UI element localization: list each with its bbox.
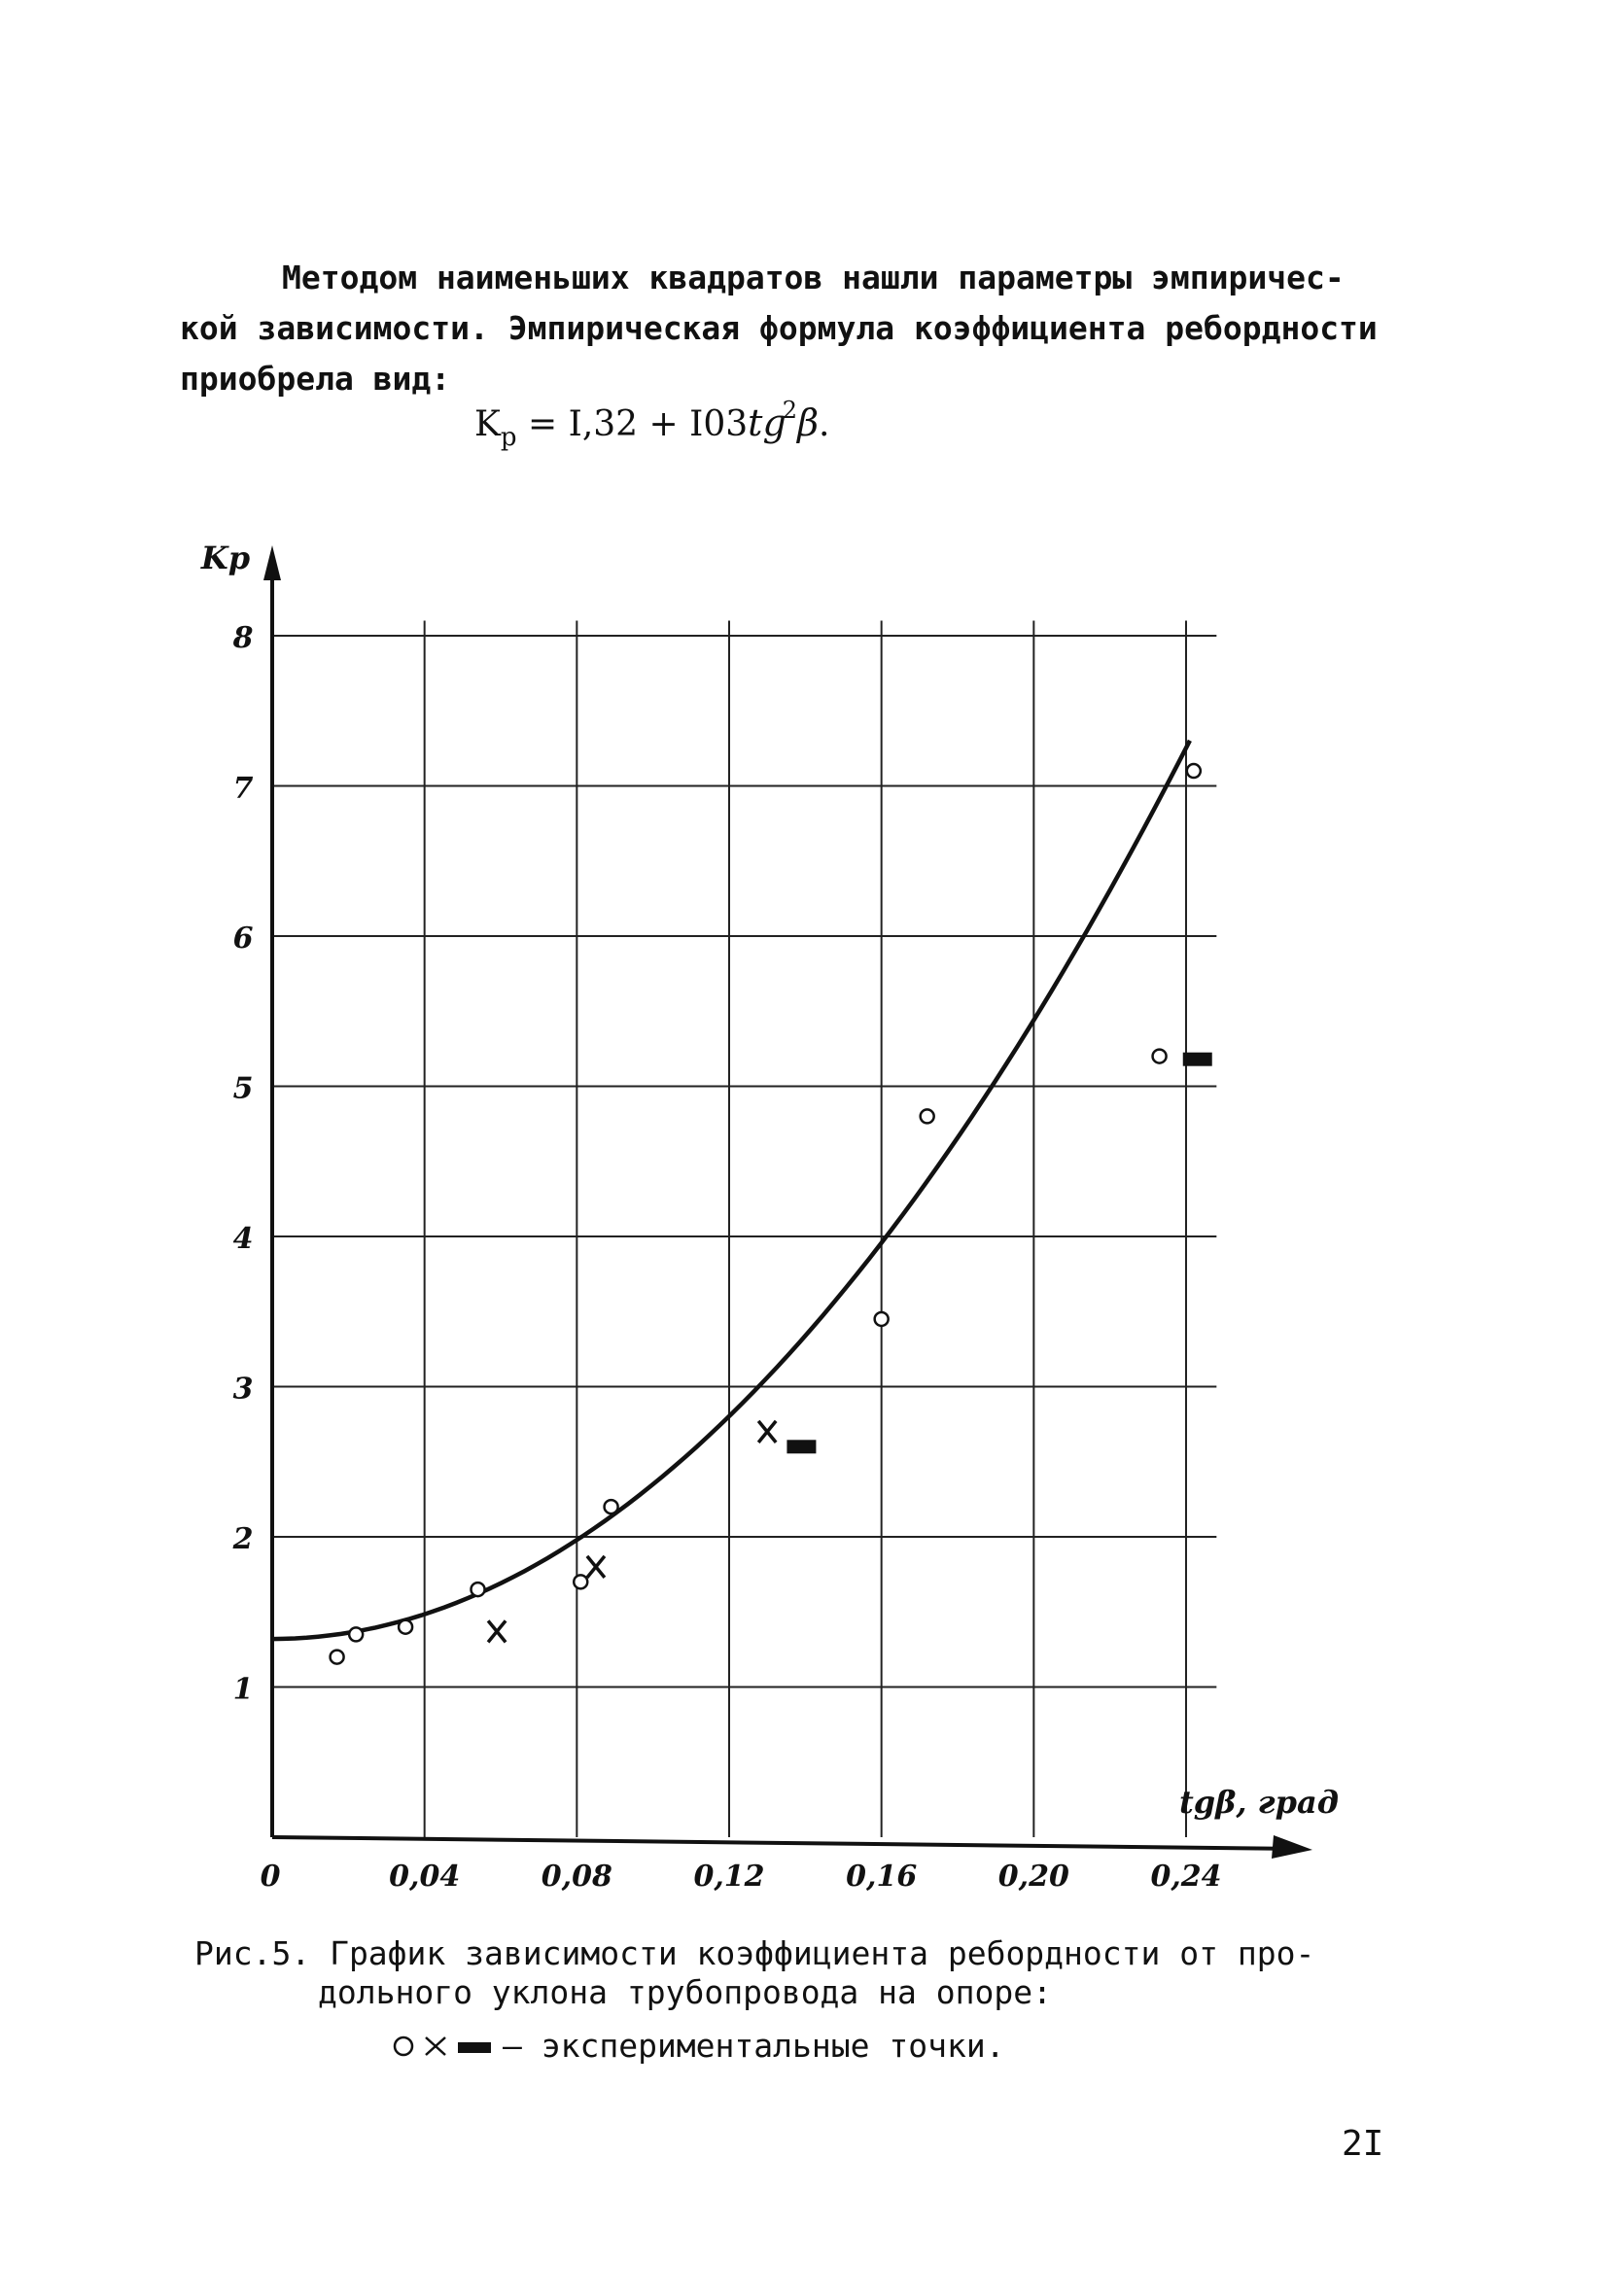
data-point-cross-1	[486, 1619, 507, 1644]
x-tick-label-7: 0,24	[1150, 1860, 1221, 1894]
legend-text: – экспериментальные точки.	[503, 2027, 1005, 2065]
legend-cross-icon	[425, 2035, 446, 2056]
paragraph-line-3: приобрела вид:	[180, 360, 451, 398]
legend-bar-icon	[458, 2041, 491, 2053]
empirical-formula: Kp = I,32 + I03tg2β.	[474, 397, 829, 452]
page-number: 2I	[1342, 2124, 1384, 2164]
x-tick-label-5: 0,16	[846, 1860, 917, 1894]
formula-lhs: K	[474, 404, 501, 444]
caption-line-1: Рис.5. График зависимости коэффициента р…	[194, 1934, 1315, 1972]
data-point-circle-5	[573, 1574, 589, 1590]
x-tick-label-3: 0,08	[542, 1860, 612, 1894]
data-point-bar-1	[787, 1440, 817, 1454]
y-axis-label: Kp	[200, 539, 250, 576]
x-tick-label-4: 0,12	[693, 1860, 764, 1894]
kp-chart: 1 2 3 4 5 6 7 8 0 0,04 0,08 0,12 0,16 0,20 0,24 Kp tgβ, …	[200, 539, 1339, 1894]
formula-lhs-sub: p	[500, 423, 517, 452]
x-tick-label-1: 0	[261, 1860, 281, 1894]
formula-func: tg	[748, 401, 787, 444]
paragraph-line-1: Методом наименьших квадратов нашли парам…	[282, 259, 1345, 296]
x-tick-label-6: 0,20	[998, 1860, 1069, 1894]
fitted-curve	[271, 739, 1192, 1642]
formula-rhs: = I,32 + I03	[516, 404, 749, 444]
paragraph-line-2: кой зависимости. Эмпирическая формула ко…	[180, 309, 1378, 347]
x-axis	[271, 1835, 1304, 1851]
data-point-circle-9	[1151, 1048, 1168, 1064]
caption-legend: – экспериментальные точки.	[392, 2027, 1005, 2065]
x-tick-label-2: 0,04	[389, 1860, 460, 1894]
data-point-circle-6	[603, 1498, 619, 1515]
formula-power: 2	[782, 397, 798, 424]
y-tick-label-2: 2	[232, 1522, 254, 1556]
data-point-circle-8	[919, 1108, 935, 1125]
data-point-cross-2	[585, 1554, 607, 1580]
data-point-cross-3	[756, 1419, 778, 1444]
formula-end: .	[819, 404, 830, 444]
y-tick-label-8: 8	[232, 621, 254, 655]
x-axis-label: tgβ, град	[1179, 1784, 1339, 1821]
data-point-circle-4	[470, 1581, 486, 1598]
formula-var: β	[797, 401, 820, 444]
y-tick-label-5: 5	[233, 1072, 254, 1106]
cross-stroke-2	[585, 1554, 607, 1580]
data-point-circle-10	[1185, 762, 1203, 780]
cross-stroke-2	[756, 1419, 778, 1444]
y-tick-label-4: 4	[233, 1222, 254, 1256]
y-tick-label-6: 6	[233, 922, 254, 956]
y-tick-label-7: 7	[233, 772, 254, 806]
legend-symbols	[392, 2035, 493, 2058]
legend-circle-icon	[393, 2035, 414, 2056]
data-point-circle-7	[873, 1310, 890, 1328]
figure-caption: Рис.5. График зависимости коэффициента р…	[194, 1934, 1458, 2012]
data-point-circle-1	[329, 1649, 345, 1665]
cross-stroke-2	[486, 1619, 507, 1644]
data-point-circle-2	[347, 1626, 365, 1643]
data-point-bar-2	[1182, 1052, 1212, 1066]
y-axis-arrow-icon	[263, 545, 281, 581]
intro-paragraph: Методом наименьших квадратов нашли парам…	[180, 253, 1444, 404]
data-point-circle-3	[397, 1618, 414, 1635]
x-axis-arrow-icon	[1272, 1835, 1312, 1859]
y-tick-label-1: 1	[233, 1673, 254, 1707]
y-tick-label-3: 3	[233, 1373, 254, 1407]
caption-line-2: дольного уклона трубопровода на опоре:	[318, 1973, 1052, 2011]
